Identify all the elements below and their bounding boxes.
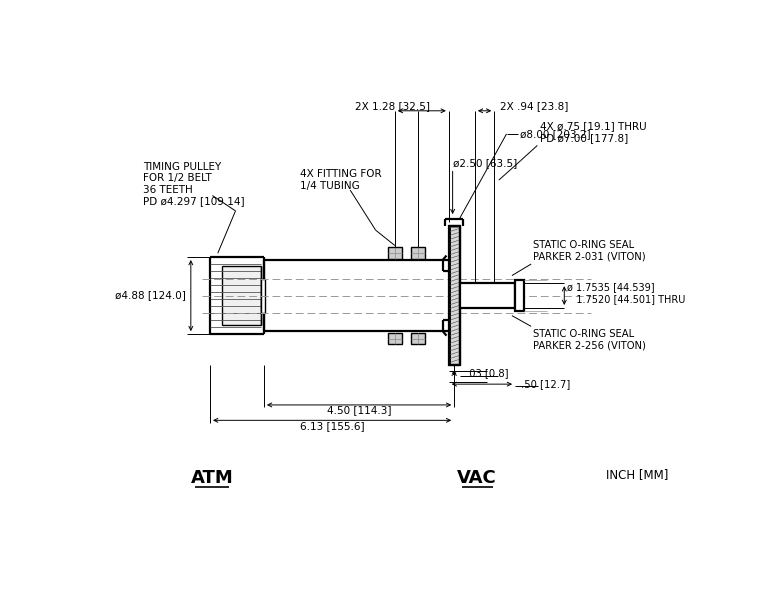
Text: .50 [12.7]: .50 [12.7] [521, 379, 571, 389]
Bar [261, 279, 265, 312]
Bar [411, 333, 425, 344]
Text: 4X FITTING FOR
1/4 TUBING: 4X FITTING FOR 1/4 TUBING [300, 169, 382, 191]
Text: INCH [MM]: INCH [MM] [606, 468, 669, 482]
Text: STATIC O-RING SEAL
PARKER 2-031 (VITON): STATIC O-RING SEAL PARKER 2-031 (VITON) [533, 240, 646, 262]
Text: ø2.50 [63.5]: ø2.50 [63.5] [452, 158, 517, 168]
Bar [411, 247, 425, 259]
Bar [222, 266, 261, 325]
Text: 2X .94 [23.8]: 2X .94 [23.8] [499, 101, 568, 111]
Text: ø 1.7535 [44.539]
   1.7520 [44.501] THRU: ø 1.7535 [44.539] 1.7520 [44.501] THRU [567, 283, 686, 304]
Text: ø4.88 [124.0]: ø4.88 [124.0] [114, 291, 185, 300]
Text: 6.13 [155.6]: 6.13 [155.6] [300, 421, 364, 431]
Text: ø8.00 [203.2]: ø8.00 [203.2] [520, 129, 591, 139]
Bar [388, 247, 401, 259]
Text: 4.50 [114.3]: 4.50 [114.3] [327, 405, 391, 415]
Text: VAC: VAC [457, 469, 497, 487]
Text: 4X ø.75 [19.1] THRU
PD ø7.00 [177.8]: 4X ø.75 [19.1] THRU PD ø7.00 [177.8] [540, 122, 646, 143]
Text: STATIC O-RING SEAL
PARKER 2-256 (VITON): STATIC O-RING SEAL PARKER 2-256 (VITON) [533, 329, 646, 350]
Bar [515, 280, 524, 311]
Text: 2X 1.28 [32.5]: 2X 1.28 [32.5] [355, 101, 430, 111]
Bar [388, 333, 401, 344]
Bar [449, 226, 459, 365]
Text: .03 [0.8]: .03 [0.8] [466, 368, 508, 378]
Text: ATM: ATM [191, 469, 234, 487]
Bar [459, 283, 515, 308]
Text: TIMING PULLEY
FOR 1/2 BELT
36 TEETH
PD ø4.297 [109.14]: TIMING PULLEY FOR 1/2 BELT 36 TEETH PD ø… [143, 162, 245, 206]
